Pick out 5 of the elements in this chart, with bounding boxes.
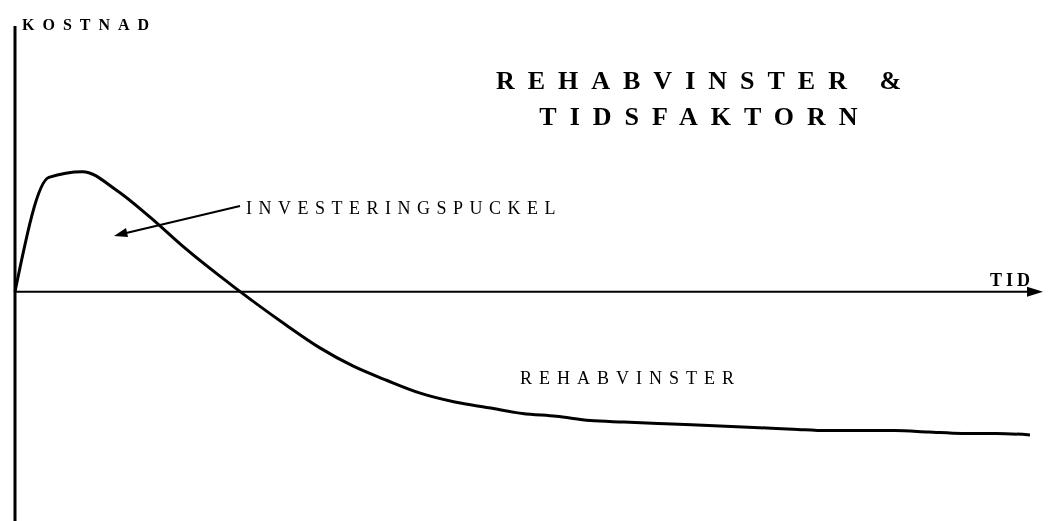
chart-title: REHABVINSTER & TIDSFAKTORN [494,65,916,133]
annotation: INVESTERINGSPUCKEL [246,198,563,219]
text: KOSTNAD [22,16,158,34]
annotation: REHABVINSTER [520,368,742,389]
x-axis-title: TID [990,270,1035,291]
